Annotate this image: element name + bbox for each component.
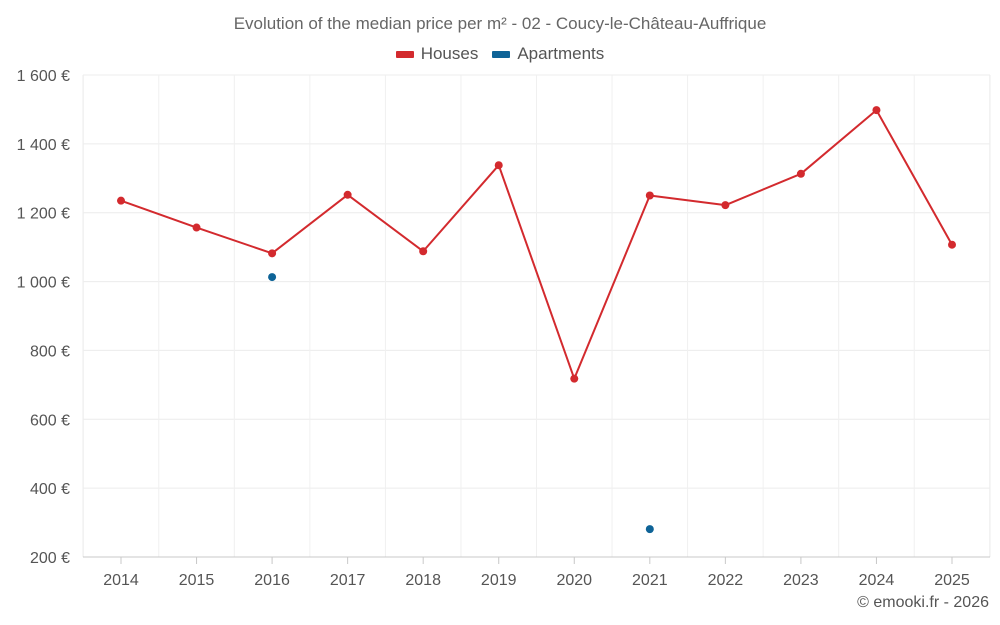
data-point-houses [117, 196, 125, 205]
x-tick-label: 2024 [859, 572, 895, 589]
data-point-houses [796, 169, 805, 178]
x-tick-label: 2019 [481, 572, 517, 589]
x-tick-label: 2018 [405, 572, 441, 589]
data-point-houses [645, 191, 654, 200]
data-point-houses [721, 201, 730, 210]
x-tick-label: 2025 [934, 572, 970, 589]
legend: Houses Apartments [0, 44, 1000, 64]
y-tick-label: 600 € [30, 412, 70, 429]
legend-swatch-houses [395, 50, 414, 58]
x-tick-label: 2016 [254, 572, 290, 589]
y-tick-label: 400 € [30, 481, 70, 498]
legend-item-apartments[interactable]: Apartments [492, 44, 604, 64]
legend-swatch-apartments [492, 50, 511, 58]
data-point-apartments [645, 525, 654, 534]
data-point-apartments [268, 273, 277, 282]
series-line-houses [120, 109, 953, 380]
y-tick-label: 1 000 € [17, 275, 70, 292]
y-tick-label: 800 € [30, 343, 70, 360]
x-tick-label: 2017 [330, 572, 366, 589]
x-tick-label: 2021 [632, 572, 668, 589]
x-tick-label: 2015 [179, 572, 215, 589]
y-tick-label: 200 € [30, 550, 70, 567]
x-tick-label: 2022 [708, 572, 744, 589]
legend-item-houses[interactable]: Houses [395, 44, 479, 64]
data-point-houses [494, 161, 503, 170]
data-point-houses [343, 190, 352, 199]
data-point-houses [948, 240, 956, 249]
chart-title: Evolution of the median price per m² - 0… [233, 14, 767, 33]
data-point-houses [192, 223, 201, 232]
legend-label-apartments: Apartments [517, 44, 605, 63]
y-tick-label: 1 600 € [17, 68, 70, 85]
data-point-houses [419, 247, 428, 256]
x-tick-label: 2023 [783, 572, 819, 589]
data-point-houses [570, 374, 579, 383]
data-point-houses [268, 249, 277, 258]
y-tick-label: 1 400 € [17, 137, 70, 154]
legend-label-houses: Houses [420, 44, 479, 63]
x-tick-label: 2020 [556, 572, 592, 589]
y-tick-label: 1 200 € [17, 206, 70, 223]
data-point-houses [872, 106, 881, 115]
x-tick-label: 2014 [103, 572, 139, 589]
credit-text: © emooki.fr - 2026 [857, 594, 989, 611]
